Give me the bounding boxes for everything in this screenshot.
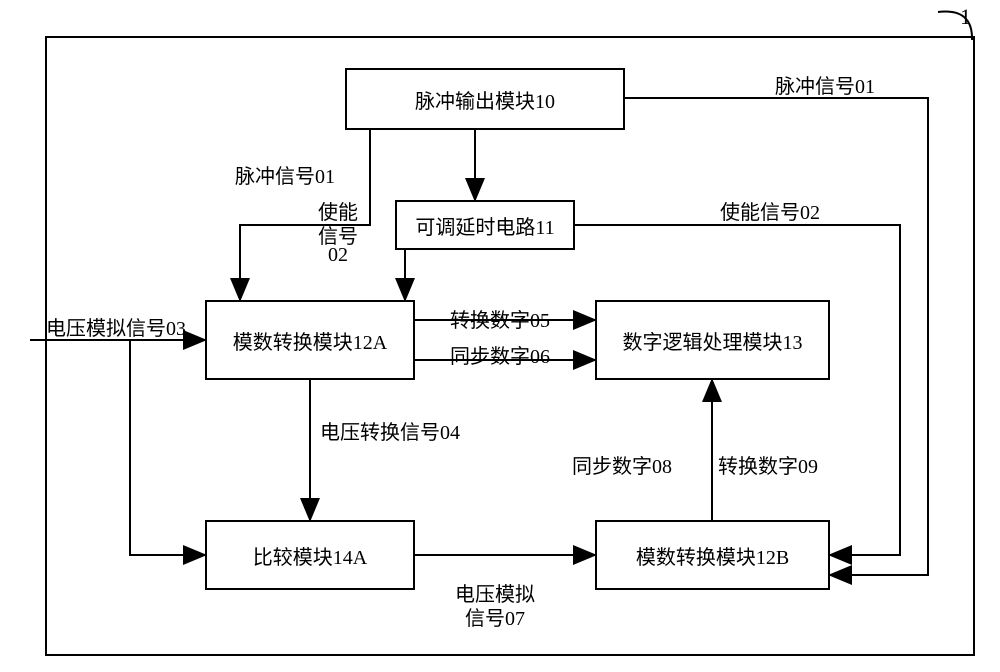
label-voltage-convert-04: 电压转换信号04: [320, 416, 460, 445]
label-convert-digit-09: 转换数字09: [718, 450, 818, 479]
block-pulse-output-label: 脉冲输出模块10: [415, 85, 555, 114]
label-voltage-analog-07-l2: 信号07: [465, 602, 525, 631]
label-enable-right: 使能信号02: [720, 196, 820, 225]
block-logic-label: 数字逻辑处理模块13: [623, 326, 803, 355]
block-pulse-output: 脉冲输出模块10: [345, 68, 625, 130]
label-sync-digit-06: 同步数字06: [450, 340, 550, 369]
frame-callout-label: 1: [960, 4, 971, 30]
block-compare: 比较模块14A: [205, 520, 415, 590]
block-adc-a-label: 模数转换模块12A: [233, 326, 387, 355]
block-delay-circuit: 可调延时电路11: [395, 200, 575, 250]
block-adc-a: 模数转换模块12A: [205, 300, 415, 380]
label-pulse-signal-right: 脉冲信号01: [775, 70, 875, 99]
label-enable-left-3: 02: [328, 244, 348, 267]
label-convert-digit-05: 转换数字05: [450, 304, 550, 333]
block-compare-label: 比较模块14A: [253, 541, 367, 570]
block-logic: 数字逻辑处理模块13: [595, 300, 830, 380]
block-adc-b-label: 模数转换模块12B: [636, 541, 789, 570]
label-sync-digit-08: 同步数字08: [572, 450, 672, 479]
label-pulse-signal-left: 脉冲信号01: [235, 160, 335, 189]
block-adc-b: 模数转换模块12B: [595, 520, 830, 590]
label-voltage-analog-03: 电压模拟信号03: [46, 312, 186, 341]
block-delay-circuit-label: 可调延时电路11: [415, 211, 554, 240]
